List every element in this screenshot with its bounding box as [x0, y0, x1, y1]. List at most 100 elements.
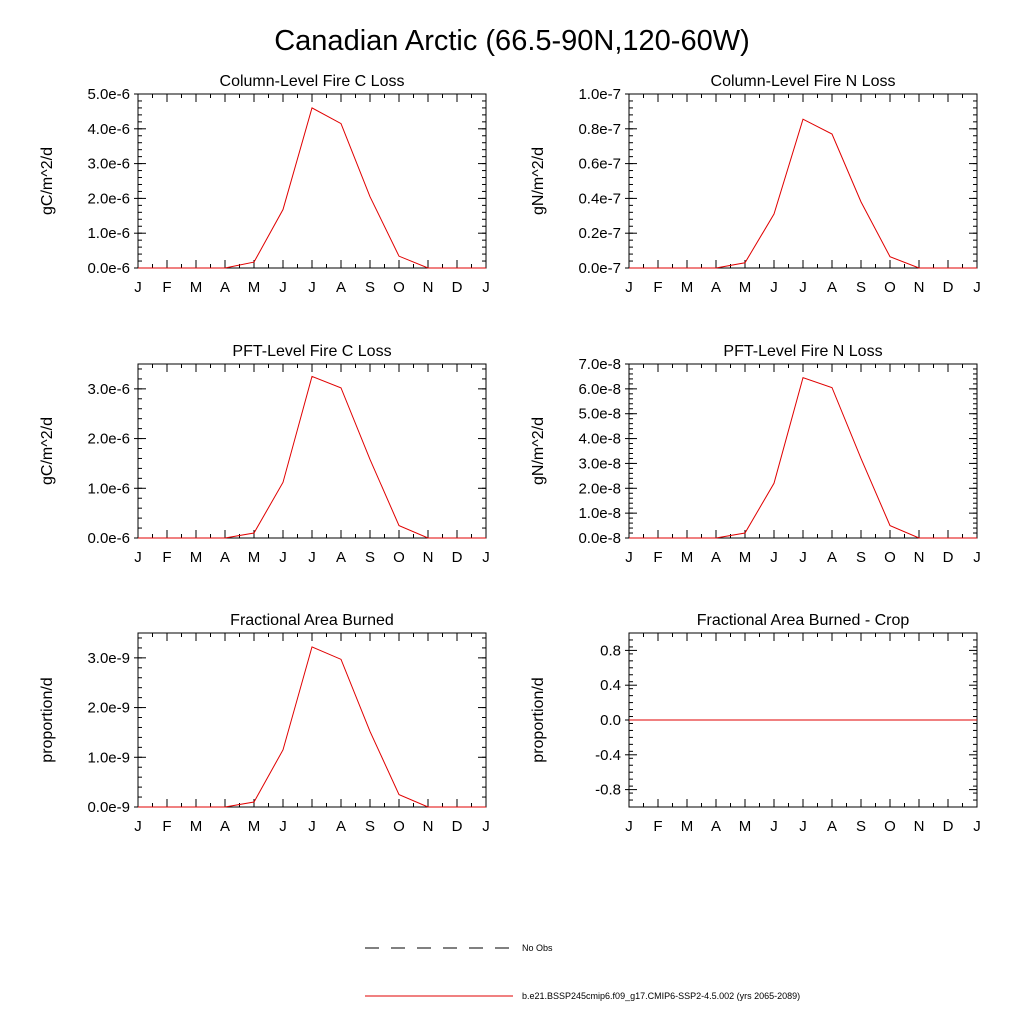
- x-tick-label: M: [248, 279, 261, 296]
- series-line: [629, 118, 977, 269]
- x-tick-label: F: [162, 549, 171, 566]
- y-tick-label: -0.4: [595, 747, 621, 764]
- panel-title: Fractional Area Burned: [230, 612, 394, 629]
- x-tick-label: D: [452, 549, 463, 566]
- y-tick-label: 0.8: [600, 642, 621, 659]
- x-tick-label: S: [856, 818, 866, 835]
- panel-title: Column-Level Fire C Loss: [220, 73, 405, 90]
- y-tick-label: 0.0: [600, 712, 621, 729]
- y-tick-label: 0.0e-6: [87, 530, 130, 547]
- y-tick-label: 5.0e-8: [578, 406, 621, 423]
- x-tick-label: M: [681, 279, 694, 296]
- x-tick-label: A: [711, 279, 721, 296]
- x-tick-label: A: [220, 549, 230, 566]
- x-tick-label: N: [914, 549, 925, 566]
- y-tick-label: 5.0e-6: [87, 86, 130, 103]
- y-tick-label: 3.0e-8: [578, 455, 621, 472]
- x-tick-label: D: [452, 818, 463, 835]
- x-tick-label: A: [827, 279, 837, 296]
- x-tick-label: A: [711, 549, 721, 566]
- x-tick-label: A: [220, 818, 230, 835]
- y-tick-label: 0.4: [600, 677, 621, 694]
- y-tick-label: 0.0e-8: [578, 530, 621, 547]
- x-tick-label: F: [653, 549, 662, 566]
- x-tick-label: O: [393, 279, 405, 296]
- x-tick-label: M: [739, 818, 752, 835]
- x-tick-label: J: [973, 279, 981, 296]
- x-tick-label: J: [279, 818, 287, 835]
- y-axis-label: gN/m^2/d: [530, 147, 547, 215]
- y-tick-label: 0.8e-7: [578, 121, 621, 138]
- x-tick-label: A: [336, 818, 346, 835]
- y-tick-label: 3.0e-6: [87, 156, 130, 173]
- y-tick-label: 3.0e-9: [87, 650, 130, 667]
- x-tick-label: M: [681, 549, 694, 566]
- y-axis-label: proportion/d: [530, 677, 547, 762]
- x-tick-label: M: [739, 549, 752, 566]
- x-tick-label: M: [248, 549, 261, 566]
- x-tick-label: N: [914, 818, 925, 835]
- legend-obs-label: No Obs: [522, 943, 553, 953]
- y-tick-label: 0.2e-7: [578, 225, 621, 242]
- x-tick-label: A: [336, 279, 346, 296]
- y-tick-label: 1.0e-7: [578, 86, 621, 103]
- x-tick-label: S: [365, 818, 375, 835]
- y-axis-label: gC/m^2/d: [39, 147, 56, 215]
- x-tick-label: N: [914, 279, 925, 296]
- x-tick-label: A: [220, 279, 230, 296]
- series-line: [138, 646, 486, 808]
- x-tick-label: J: [134, 818, 142, 835]
- plot-frame: [137, 93, 487, 269]
- x-tick-label: J: [799, 549, 807, 566]
- y-tick-label: 0.4e-7: [578, 190, 621, 207]
- x-tick-label: J: [279, 279, 287, 296]
- x-tick-label: M: [190, 279, 203, 296]
- x-tick-label: N: [423, 549, 434, 566]
- x-tick-label: J: [308, 818, 316, 835]
- x-tick-label: O: [884, 279, 896, 296]
- x-tick-label: D: [943, 818, 954, 835]
- panel-title: Fractional Area Burned - Crop: [697, 612, 910, 629]
- panel-title: PFT-Level Fire N Loss: [723, 343, 882, 360]
- y-tick-label: 0.6e-7: [578, 156, 621, 173]
- y-axis-label: proportion/d: [39, 677, 56, 762]
- y-tick-label: 6.0e-8: [578, 381, 621, 398]
- x-tick-label: J: [973, 549, 981, 566]
- series-line: [138, 375, 486, 539]
- y-tick-label: 0.0e-7: [578, 260, 621, 277]
- x-tick-label: J: [279, 549, 287, 566]
- x-tick-label: A: [827, 549, 837, 566]
- y-tick-label: 4.0e-8: [578, 431, 621, 448]
- legend-model-label: b.e21.BSSP245cmip6.f09_g17.CMIP6-SSP2-4.…: [522, 991, 800, 1001]
- x-tick-label: S: [856, 549, 866, 566]
- x-tick-label: J: [482, 549, 490, 566]
- x-tick-label: O: [884, 818, 896, 835]
- x-tick-label: S: [365, 279, 375, 296]
- panel-title: PFT-Level Fire C Loss: [232, 343, 391, 360]
- y-tick-label: 2.0e-6: [87, 431, 130, 448]
- x-tick-label: O: [884, 549, 896, 566]
- y-tick-label: 1.0e-9: [87, 749, 130, 766]
- x-tick-label: J: [799, 279, 807, 296]
- x-tick-label: J: [625, 549, 633, 566]
- x-tick-label: A: [711, 818, 721, 835]
- x-tick-label: M: [190, 818, 203, 835]
- x-tick-label: F: [653, 279, 662, 296]
- legend: No Obs b.e21.BSSP245cmip6.f09_g17.CMIP6-…: [365, 943, 800, 1001]
- figure-title: Canadian Arctic (66.5-90N,120-60W): [274, 25, 750, 57]
- y-tick-label: 2.0e-8: [578, 480, 621, 497]
- x-tick-label: J: [134, 549, 142, 566]
- x-tick-label: F: [162, 279, 171, 296]
- panel-title: Column-Level Fire N Loss: [711, 73, 896, 90]
- x-tick-label: D: [943, 549, 954, 566]
- x-tick-label: D: [943, 279, 954, 296]
- plot-frame: [137, 632, 487, 808]
- x-tick-label: F: [653, 818, 662, 835]
- x-tick-label: S: [365, 549, 375, 566]
